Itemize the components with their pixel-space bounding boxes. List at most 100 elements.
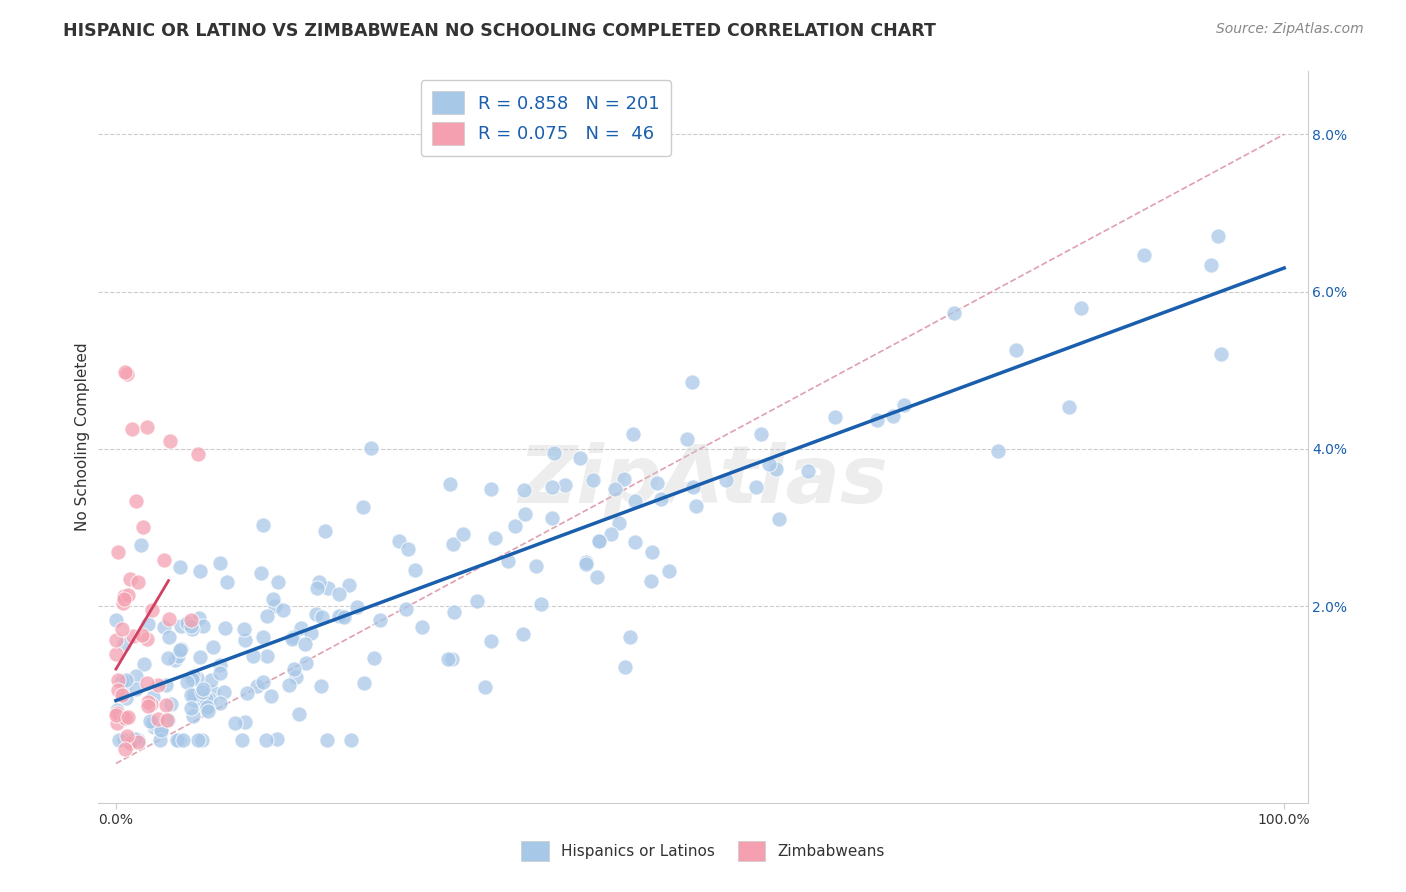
Point — [150, 723, 173, 737]
Point — [195, 702, 218, 716]
Point — [1199, 259, 1222, 273]
Point — [142, 690, 165, 704]
Point — [214, 685, 236, 699]
Point — [411, 620, 433, 634]
Point — [575, 558, 598, 572]
Point — [115, 673, 138, 688]
Point — [283, 662, 305, 676]
Point — [181, 623, 204, 637]
Point — [333, 609, 356, 624]
Point — [111, 673, 134, 688]
Point — [111, 710, 134, 724]
Point — [150, 724, 173, 739]
Point — [157, 612, 180, 626]
Point — [180, 618, 202, 632]
Point — [751, 426, 773, 441]
Point — [172, 732, 194, 747]
Point — [202, 640, 225, 655]
Point — [197, 704, 219, 718]
Point — [114, 741, 136, 756]
Point — [797, 464, 820, 478]
Point — [118, 732, 141, 747]
Point — [107, 545, 129, 559]
Point — [613, 660, 636, 674]
Point — [484, 531, 506, 545]
Point — [148, 678, 170, 692]
Point — [294, 656, 316, 670]
Point — [208, 658, 231, 673]
Point — [271, 603, 294, 617]
Point — [155, 713, 177, 727]
Point — [745, 480, 768, 494]
Point — [621, 427, 644, 442]
Point — [108, 732, 131, 747]
Point — [330, 609, 353, 624]
Point — [363, 650, 385, 665]
Point — [117, 710, 139, 724]
Point — [188, 650, 211, 665]
Point — [170, 619, 193, 633]
Point — [474, 680, 496, 694]
Point — [395, 602, 418, 616]
Point — [122, 629, 145, 643]
Point — [513, 483, 536, 497]
Point — [824, 410, 846, 425]
Point — [541, 480, 564, 494]
Point — [115, 675, 138, 690]
Point — [132, 657, 155, 671]
Point — [328, 587, 350, 601]
Point — [299, 626, 322, 640]
Point — [138, 714, 160, 729]
Point — [641, 545, 664, 559]
Point — [124, 669, 146, 683]
Point — [163, 653, 186, 667]
Point — [294, 637, 316, 651]
Point — [1206, 228, 1229, 243]
Point — [352, 500, 374, 515]
Point — [443, 605, 465, 619]
Point — [159, 434, 181, 448]
Point — [254, 732, 277, 747]
Text: ZipAtlas: ZipAtlas — [517, 442, 889, 520]
Point — [311, 610, 333, 624]
Point — [267, 574, 290, 589]
Point — [176, 616, 198, 631]
Point — [127, 735, 149, 749]
Point — [287, 706, 309, 721]
Point — [183, 693, 205, 707]
Point — [208, 696, 231, 710]
Point — [765, 461, 787, 475]
Point — [305, 607, 328, 621]
Point — [758, 457, 780, 471]
Point — [607, 516, 630, 530]
Point — [543, 446, 565, 460]
Point — [125, 732, 148, 747]
Point — [603, 482, 626, 496]
Point — [588, 533, 610, 548]
Point — [157, 631, 180, 645]
Point — [256, 648, 278, 663]
Point — [115, 729, 138, 743]
Point — [149, 732, 172, 747]
Point — [176, 674, 198, 689]
Point — [554, 478, 576, 492]
Point — [208, 666, 231, 681]
Point — [942, 306, 965, 320]
Legend: Hispanics or Latinos, Zimbabweans: Hispanics or Latinos, Zimbabweans — [513, 833, 893, 868]
Point — [127, 575, 149, 590]
Point — [682, 479, 704, 493]
Point — [155, 698, 177, 713]
Point — [136, 695, 159, 709]
Point — [588, 534, 610, 549]
Point — [233, 622, 256, 636]
Point — [263, 592, 285, 607]
Point — [167, 732, 190, 747]
Point — [125, 493, 148, 508]
Point — [136, 616, 159, 631]
Point — [132, 520, 155, 534]
Point — [180, 688, 202, 702]
Point — [115, 368, 138, 382]
Point — [107, 683, 129, 698]
Point — [278, 678, 301, 692]
Point — [541, 511, 564, 525]
